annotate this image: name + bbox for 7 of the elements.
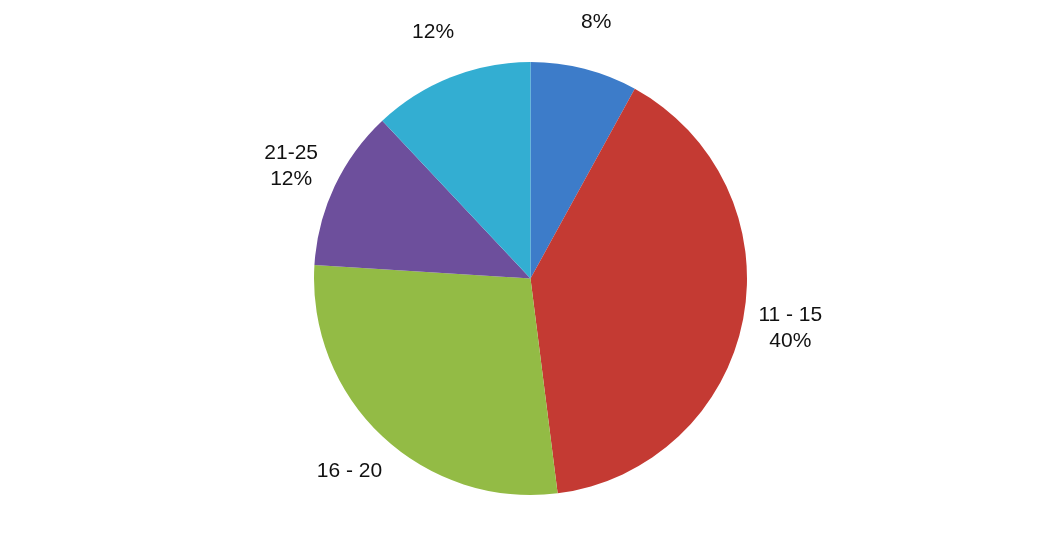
data-label: 40% <box>769 327 812 351</box>
slice-label: 16 - 20 <box>316 458 383 482</box>
slice-label: 11 - 15 <box>758 301 823 325</box>
data-label: 12% <box>270 165 313 189</box>
slice-label: 21-25 <box>264 139 319 163</box>
data-label: 12% <box>412 19 455 43</box>
data-label: 8% <box>581 9 612 33</box>
